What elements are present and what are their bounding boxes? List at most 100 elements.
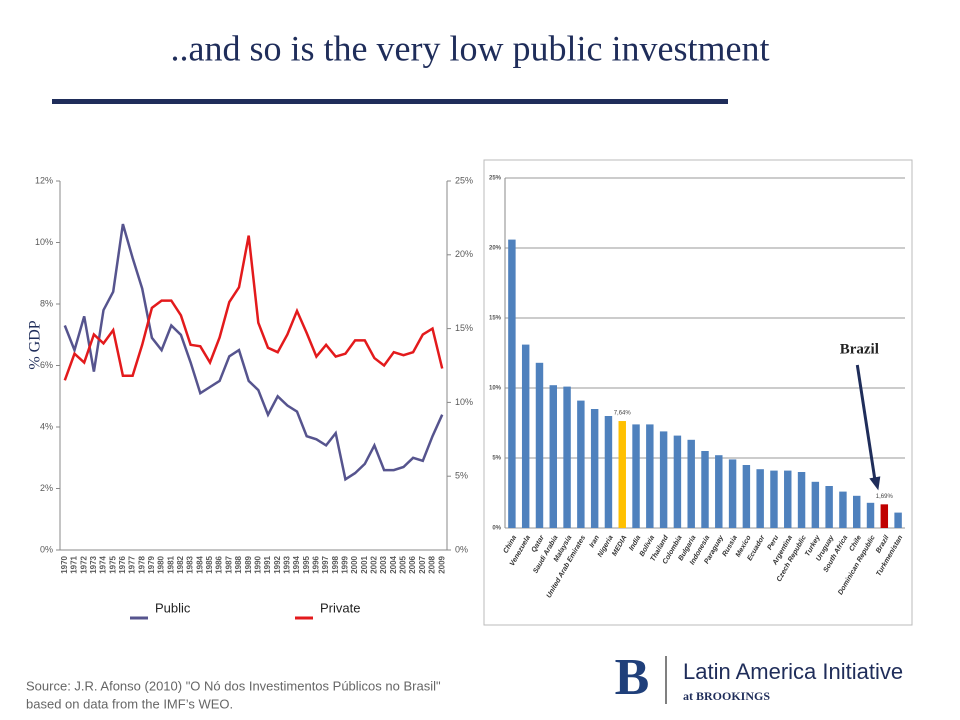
y-tick-label: 15%	[489, 316, 502, 322]
x-tick-label: 2008	[428, 555, 437, 573]
x-tick-label: 1989	[244, 555, 253, 573]
x-tick-label: 1998	[331, 555, 340, 573]
line-series	[63, 235, 444, 381]
data-label: 7,64%	[614, 411, 632, 417]
legend-label: Private	[320, 600, 360, 615]
bar	[563, 386, 571, 528]
x-tick-label: 1974	[99, 555, 108, 573]
x-tick-label: 1975	[108, 555, 117, 573]
bar	[894, 512, 902, 528]
x-tick-label: 2004	[389, 555, 398, 573]
y2-tick-label: 15%	[455, 323, 473, 333]
x-tick-label: 2005	[399, 555, 408, 573]
x-tick-label: 1977	[128, 555, 137, 573]
y2-tick-label: 20%	[455, 249, 473, 259]
x-tick-label: 1995	[302, 555, 311, 573]
x-tick-label: 1988	[234, 555, 243, 573]
logo-mark: B	[615, 649, 650, 706]
x-tick-label: 2001	[360, 555, 369, 573]
bar	[715, 455, 723, 528]
y-tick-label: 8%	[40, 298, 53, 308]
y-axis-label: % GDP	[27, 320, 44, 369]
bar	[508, 239, 516, 528]
y-tick-label: 0%	[40, 544, 53, 554]
logo-sub: at BROOKINGS	[683, 689, 770, 703]
x-tick-label: 2006	[408, 555, 417, 573]
bar	[784, 470, 792, 528]
x-tick-label: 1972	[79, 555, 88, 573]
x-tick-label: 2002	[370, 555, 379, 573]
bar	[742, 465, 751, 528]
bar	[825, 486, 833, 528]
x-tick-label: 1980	[157, 555, 166, 573]
x-tick-label: 1978	[137, 555, 146, 573]
y-tick-label: 20%	[489, 246, 502, 252]
y-tick-label: 2%	[40, 483, 53, 493]
legend-label: Public	[155, 600, 191, 615]
x-tick-label: 1983	[186, 555, 195, 573]
y-tick-label: 12%	[35, 175, 53, 185]
bar	[756, 469, 764, 528]
x-tick-label: 1982	[176, 555, 185, 573]
bar	[880, 504, 889, 528]
x-tick-label: 1999	[341, 555, 350, 573]
bar	[797, 472, 806, 528]
title-underline	[52, 99, 728, 104]
bar	[604, 416, 613, 528]
x-tick-label: 1970	[60, 555, 69, 573]
y2-tick-label: 5%	[455, 471, 468, 481]
x-tick-label: 1976	[118, 555, 127, 573]
x-tick-label: 2003	[379, 555, 388, 573]
x-tick-label: 1993	[282, 555, 291, 573]
x-tick-label: 1979	[147, 555, 156, 573]
x-tick-label: 1985	[205, 555, 214, 573]
y-tick-label: 5%	[492, 456, 501, 462]
y-tick-label: 25%	[489, 176, 502, 182]
bar	[839, 491, 847, 528]
x-tick-label: 1971	[70, 555, 79, 573]
arrow-head	[869, 476, 881, 491]
x-tick-label: 2000	[350, 555, 359, 573]
x-tick-label: 1990	[253, 555, 262, 573]
x-tick-label: 1997	[321, 555, 330, 573]
bar	[549, 385, 557, 528]
bar	[687, 439, 695, 528]
x-tick-label: 1994	[292, 555, 301, 573]
x-tick-label: 2007	[418, 555, 427, 573]
y-tick-label: 0%	[492, 526, 501, 532]
bar	[618, 421, 626, 528]
y-tick-label: 4%	[40, 421, 53, 431]
bar	[632, 424, 640, 528]
annotation-arrow	[855, 364, 877, 483]
data-label: 1,69%	[876, 494, 894, 500]
bar	[590, 409, 599, 528]
source-line: based on data from the IMF’s WEO.	[26, 696, 233, 711]
x-tick-label: 2009	[437, 555, 446, 573]
y2-tick-label: 25%	[455, 175, 473, 185]
x-tick-label: 1992	[273, 555, 282, 573]
bar	[866, 502, 875, 528]
x-tick-label: 1981	[166, 555, 175, 573]
x-tick-label: 1984	[195, 555, 204, 573]
y2-tick-label: 10%	[455, 397, 473, 407]
y2-tick-label: 0%	[455, 544, 468, 554]
bar	[728, 459, 737, 528]
line-series	[63, 223, 444, 482]
x-tick-label: 1986	[215, 555, 224, 573]
x-tick-label: 1973	[89, 555, 98, 573]
bar	[770, 470, 778, 528]
bar	[535, 362, 544, 528]
slide-title: ..and so is the very low public investme…	[171, 28, 770, 68]
y-tick-label: 10%	[35, 237, 53, 247]
bar	[646, 424, 654, 528]
x-tick-label: 1991	[263, 555, 272, 573]
bar	[673, 435, 682, 528]
annotation: Brazil	[840, 341, 879, 357]
bar	[577, 400, 585, 528]
bar	[701, 451, 709, 528]
x-tick-label: 1996	[311, 555, 320, 573]
bar	[811, 481, 820, 528]
y-tick-label: 10%	[489, 386, 502, 392]
bar	[521, 344, 530, 528]
